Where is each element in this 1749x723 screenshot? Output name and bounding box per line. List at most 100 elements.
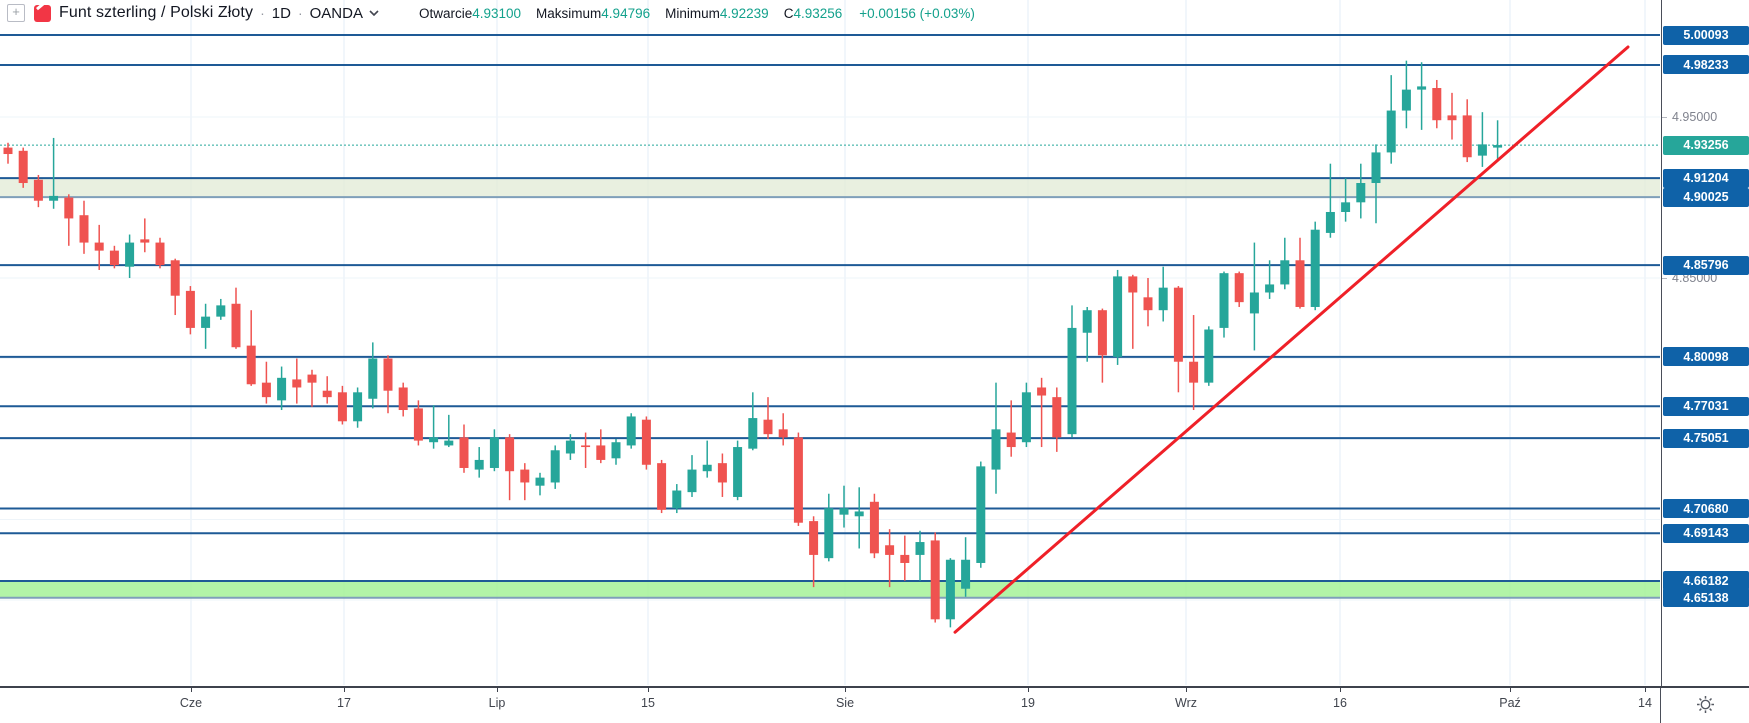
close-label: C xyxy=(783,5,794,21)
candle xyxy=(94,224,104,270)
candle-body xyxy=(1462,115,1472,158)
candle-body xyxy=(1477,144,1487,156)
candle-body xyxy=(1219,273,1229,328)
candle xyxy=(1113,269,1123,365)
candle-body xyxy=(991,429,1001,470)
candle xyxy=(1082,306,1092,362)
candle xyxy=(1249,242,1259,351)
candle xyxy=(1204,326,1214,386)
candle xyxy=(778,413,788,446)
candle xyxy=(1128,274,1138,349)
high-label: Maksimum xyxy=(536,5,602,21)
separator-dot: · xyxy=(260,5,265,21)
candle-body xyxy=(322,390,332,398)
candle-body xyxy=(307,374,317,383)
symbol-title[interactable]: Funt szterling / Polski Złoty xyxy=(59,4,254,21)
candle xyxy=(976,461,986,568)
candle-body xyxy=(1432,88,1442,121)
candle xyxy=(550,445,560,489)
candle xyxy=(49,137,59,209)
time-axis-tick xyxy=(1645,688,1646,692)
current-price-badge: 4.93256 xyxy=(1663,135,1749,155)
candle-body xyxy=(261,382,271,398)
candle-body xyxy=(733,447,743,497)
separator-dot: · xyxy=(297,5,303,21)
candle-body xyxy=(1493,145,1503,148)
time-axis-label: Paź xyxy=(1499,696,1521,710)
candle xyxy=(961,537,971,597)
candle-body xyxy=(535,477,545,486)
low-label: Minimum xyxy=(665,5,720,21)
candle-body xyxy=(1173,287,1183,362)
candle-body xyxy=(1280,260,1290,285)
candle xyxy=(1417,62,1427,130)
candle-body xyxy=(793,437,803,523)
candle-body xyxy=(1067,327,1077,435)
candle xyxy=(1173,286,1183,393)
price-level-badge: 4.75051 xyxy=(1663,428,1749,448)
price-axis[interactable]: 4.95000 4.85000 5.00093 4.98233 4.91204 4.900… xyxy=(1661,0,1749,686)
candle-body xyxy=(459,437,469,468)
candle xyxy=(459,424,469,473)
candle-body xyxy=(185,290,195,328)
candle-body xyxy=(1021,392,1031,443)
candle-body xyxy=(900,554,910,563)
candle-body xyxy=(155,242,165,266)
candle-body xyxy=(3,147,13,155)
exchange-button[interactable]: OANDA xyxy=(309,4,363,22)
candle xyxy=(1219,271,1229,338)
trend-line[interactable] xyxy=(953,45,1630,634)
chart-settings-button[interactable] xyxy=(1661,688,1749,720)
candle-body xyxy=(1447,115,1457,121)
candle-body xyxy=(611,442,621,459)
candle-body xyxy=(429,437,439,443)
timeframe-button[interactable]: 1D xyxy=(271,4,291,22)
candle xyxy=(1067,305,1077,438)
candle xyxy=(1386,75,1396,164)
time-axis-label: 19 xyxy=(1021,696,1035,710)
candle xyxy=(1021,382,1031,448)
candle xyxy=(64,194,74,246)
time-axis-label: 17 xyxy=(337,696,351,710)
candle-body xyxy=(292,379,302,388)
price-level-badge: 4.70680 xyxy=(1663,499,1749,519)
add-symbol-icon[interactable]: + xyxy=(7,4,25,22)
time-axis-tick xyxy=(1340,688,1341,692)
candle xyxy=(915,530,925,581)
candle xyxy=(277,366,287,411)
candle-body xyxy=(1052,397,1062,438)
candle-body xyxy=(505,437,515,472)
candle-body xyxy=(1265,284,1275,293)
candle-body xyxy=(641,419,651,465)
candle xyxy=(398,382,408,417)
candle xyxy=(657,459,667,514)
candle xyxy=(337,385,347,425)
candle-body xyxy=(824,508,834,559)
candle xyxy=(869,493,879,559)
candle-body xyxy=(1113,276,1123,357)
time-axis-label: 16 xyxy=(1333,696,1347,710)
time-axis-label: Cze xyxy=(179,696,203,710)
candle-body xyxy=(231,303,241,348)
candle xyxy=(1462,99,1472,163)
ohlc-readout: Otwarcie 4.93100 Maksimum 4.94796 Minimu… xyxy=(419,6,975,21)
time-axis[interactable]: Cze 17 Lip 15 Sie 19 Wrz 16 Paź 14 xyxy=(0,686,1749,723)
candle-body xyxy=(1082,310,1092,333)
chevron-down-icon[interactable] xyxy=(369,10,379,16)
candle-body xyxy=(489,437,499,468)
candle-body xyxy=(216,305,226,317)
candle xyxy=(292,358,302,404)
candle xyxy=(201,303,211,349)
candle xyxy=(1189,315,1199,411)
candle-body xyxy=(353,392,363,422)
time-axis-label: Sie xyxy=(835,696,855,710)
candle xyxy=(1493,120,1503,162)
candle-body xyxy=(1037,387,1047,396)
candle-body xyxy=(1325,211,1335,233)
candle-body xyxy=(337,392,347,422)
candle-body xyxy=(763,419,773,435)
time-axis-tick xyxy=(497,688,498,692)
candle-body xyxy=(1189,361,1199,383)
candle xyxy=(1325,163,1335,238)
